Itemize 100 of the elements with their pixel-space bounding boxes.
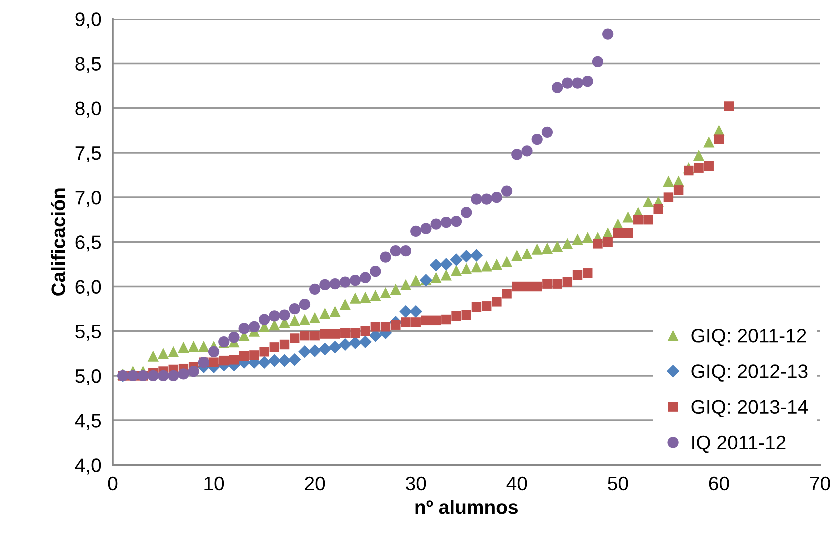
point [440,270,452,281]
point [430,218,442,230]
y-tick-label: 5,5 [76,325,102,341]
point [350,292,362,304]
point [328,341,342,354]
point [248,321,260,332]
point [390,246,402,257]
y-tick-label: 6,0 [76,280,102,296]
point [642,196,654,208]
point [410,305,422,318]
point [310,284,321,295]
point [268,354,282,368]
point [158,348,170,360]
x-tick-label: 20 [305,476,326,491]
y-tick-label: 4,0 [75,458,102,475]
y-axis-title: Calificación [51,188,66,296]
point [460,250,474,263]
point [532,134,543,146]
point [370,266,382,278]
y-tick-label: 9,0 [76,12,102,29]
point [278,354,292,368]
point [450,265,462,276]
point [359,336,372,348]
point [318,342,332,356]
point [349,336,362,350]
point [158,370,170,382]
x-tick-label: 40 [506,476,528,491]
point [481,260,492,272]
y-tick-label: 6,5 [76,236,102,252]
point [450,216,462,228]
point [471,262,482,273]
point [330,306,341,318]
point [542,126,554,138]
point [522,248,533,260]
point [491,192,502,204]
point [471,194,482,205]
x-tick-label: 50 [608,476,628,491]
point [430,258,443,272]
point [663,176,674,188]
point [288,354,302,366]
legend-label: GIQ: 2013-14 [692,400,808,418]
point [299,299,311,310]
legend-label: IQ 2011-12 [692,436,786,454]
y-tick-label: 5,0 [76,369,102,386]
y-tick-label: 4,5 [75,414,102,430]
point [360,272,372,284]
point [410,226,422,237]
point [298,346,312,358]
point [622,212,634,223]
legend-label: GIQ: 2011-12 [692,329,806,346]
point [400,279,412,291]
point [320,308,331,320]
point [188,366,200,378]
legend-label: GIQ: 2012-13 [692,364,808,382]
point [228,332,240,344]
point [299,314,311,326]
x-tick-label: 60 [709,476,730,491]
point [320,279,331,291]
point [198,340,210,352]
point [339,338,352,352]
y-tick-label: 7,0 [76,191,102,208]
point [360,292,372,304]
point [602,28,614,40]
point [148,350,159,362]
point [481,194,492,205]
point [148,370,159,382]
point [208,346,220,358]
point [592,56,604,68]
point [380,287,392,299]
point [512,250,523,262]
point [340,276,351,288]
point [582,232,594,244]
point [310,312,321,324]
point [693,150,705,162]
point [440,216,452,228]
point [440,258,453,271]
point [450,254,463,266]
point [542,242,554,254]
x-axis-title: nº alumnos [416,500,518,514]
point [330,278,341,290]
point [400,305,412,318]
y-tick-label: 8,0 [76,102,102,118]
point [269,310,280,322]
point [178,342,190,353]
point [512,149,523,160]
point [238,323,250,334]
point [390,284,402,295]
point [461,263,472,274]
point [501,186,513,197]
point [461,207,472,218]
point [582,76,594,88]
point [491,258,502,270]
point [178,368,190,380]
point [410,274,422,286]
point [572,78,584,89]
point [289,315,300,326]
point [350,274,362,286]
y-tick-label: 8,5 [76,57,102,74]
point [501,256,513,268]
point [258,356,271,369]
